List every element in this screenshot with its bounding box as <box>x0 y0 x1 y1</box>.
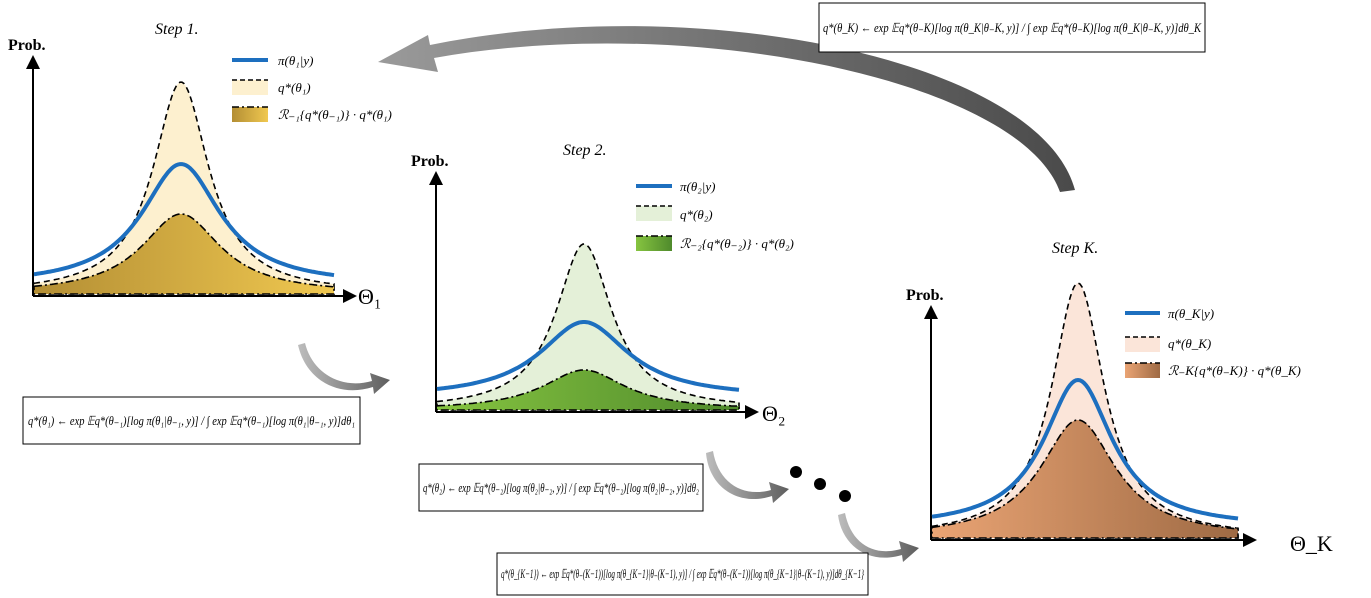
legend-swatch-q <box>232 80 268 95</box>
loop-back-arrow <box>378 26 1075 192</box>
step-2-r-curve <box>436 369 740 411</box>
legend-label: q*(θ₂) <box>680 207 713 222</box>
step-2-title: Step 2. <box>563 142 607 159</box>
step-k-q-curve <box>931 282 1239 539</box>
legend-swatch-q <box>1125 337 1160 352</box>
step-k-pi-curve <box>931 377 1239 521</box>
panel-step-2: Step 2. Prob. Θ₂ π(θ₂|y) q*(θ₂) ℛ₋₂{q*(θ… <box>411 142 794 426</box>
step-k-y-label: Prob. <box>906 287 943 304</box>
legend-label: ℛ₋K{q*(θ₋K)} · q*(θ_K) <box>1168 363 1301 378</box>
step-k-title: Step K. <box>1052 240 1098 257</box>
panel-step-k: Step K. Prob. Θ_K π(θ_K|y) q*(θ_K) ℛ₋K{q… <box>906 240 1333 556</box>
legend-label: ℛ₋₂{q*(θ₋₂)} · q*(θ₂) <box>680 236 794 251</box>
arrow-step1-to-step2 <box>298 343 390 394</box>
formula-text: q*(θ_K) ← exp 𝔼q*(θ₋K)[log π(θ_K|θ₋K, y)… <box>823 21 1202 36</box>
legend-swatch-q <box>636 206 672 221</box>
step-1-r-curve <box>33 213 335 295</box>
formula-box-step-k: q*(θ_K) ← exp 𝔼q*(θ₋K)[log π(θ_K|θ₋K, y)… <box>818 2 1206 53</box>
step-k-r-curve <box>931 419 1239 539</box>
legend-label: q*(θ_K) <box>1168 336 1211 351</box>
step-k-legend: π(θ_K|y) q*(θ_K) ℛ₋K{q*(θ₋K)} · q*(θ_K) <box>1125 306 1301 378</box>
step-1-y-label: Prob. <box>8 37 45 54</box>
legend-label: π(θ_K|y) <box>1168 306 1214 321</box>
step-2-q-curve <box>436 243 740 411</box>
formula-box-step-1: q*(θ₁) ← exp 𝔼q*(θ₋₁)[log π(θ₁|θ₋₁, y)] … <box>22 396 361 445</box>
panel-step-1: Step 1. Prob. Θ₁ π(θ₁|y) q*(θ₁) ℛ₋₁{q*(θ… <box>8 21 392 309</box>
step-2-x-label: Θ₂ <box>762 401 786 426</box>
ellipsis-dot <box>839 490 851 502</box>
formula-text: q*(θ_{K−1}) ← exp 𝔼q*(θ₋(K−1))[log π(θ_{… <box>501 567 864 582</box>
legend-swatch-r <box>232 107 268 122</box>
formula-box-step-2: q*(θ₂) ← exp 𝔼q*(θ₋₂)[log π(θ₂|θ₋₂, y)] … <box>418 463 704 512</box>
ellipsis-dot <box>790 466 802 478</box>
step-1-legend: π(θ₁|y) q*(θ₁) ℛ₋₁{q*(θ₋₁)} · q*(θ₁) <box>232 53 392 122</box>
step-1-title: Step 1. <box>155 21 199 38</box>
formula-text: q*(θ₁) ← exp 𝔼q*(θ₋₁)[log π(θ₁|θ₋₁, y)] … <box>28 414 355 429</box>
legend-swatch-r <box>636 236 672 251</box>
formula-box-step-k-minus-1: q*(θ_{K−1}) ← exp 𝔼q*(θ₋(K−1))[log π(θ_{… <box>496 552 869 596</box>
legend-label: ℛ₋₁{q*(θ₋₁)} · q*(θ₁) <box>278 107 392 122</box>
step-2-pi-curve <box>436 320 740 392</box>
formula-text: q*(θ₂) ← exp 𝔼q*(θ₋₂)[log π(θ₂|θ₋₂, y)] … <box>423 481 699 496</box>
legend-swatch-r <box>1125 363 1160 378</box>
arrow-ellipsis-to-step-k <box>838 513 919 562</box>
legend-label: π(θ₁|y) <box>278 53 313 68</box>
arrow-step2-to-ellipsis <box>706 451 789 503</box>
step-1-pi-curve <box>33 162 335 278</box>
legend-label: q*(θ₁) <box>278 80 311 95</box>
legend-label: π(θ₂|y) <box>680 179 715 194</box>
step-k-x-label: Θ_K <box>1290 531 1333 556</box>
ellipsis-dot <box>814 478 826 490</box>
step-2-y-label: Prob. <box>411 153 448 170</box>
step-1-x-label: Θ₁ <box>358 284 382 309</box>
step-2-legend: π(θ₂|y) q*(θ₂) ℛ₋₂{q*(θ₋₂)} · q*(θ₂) <box>636 179 794 251</box>
step-1-q-curve <box>33 81 335 295</box>
